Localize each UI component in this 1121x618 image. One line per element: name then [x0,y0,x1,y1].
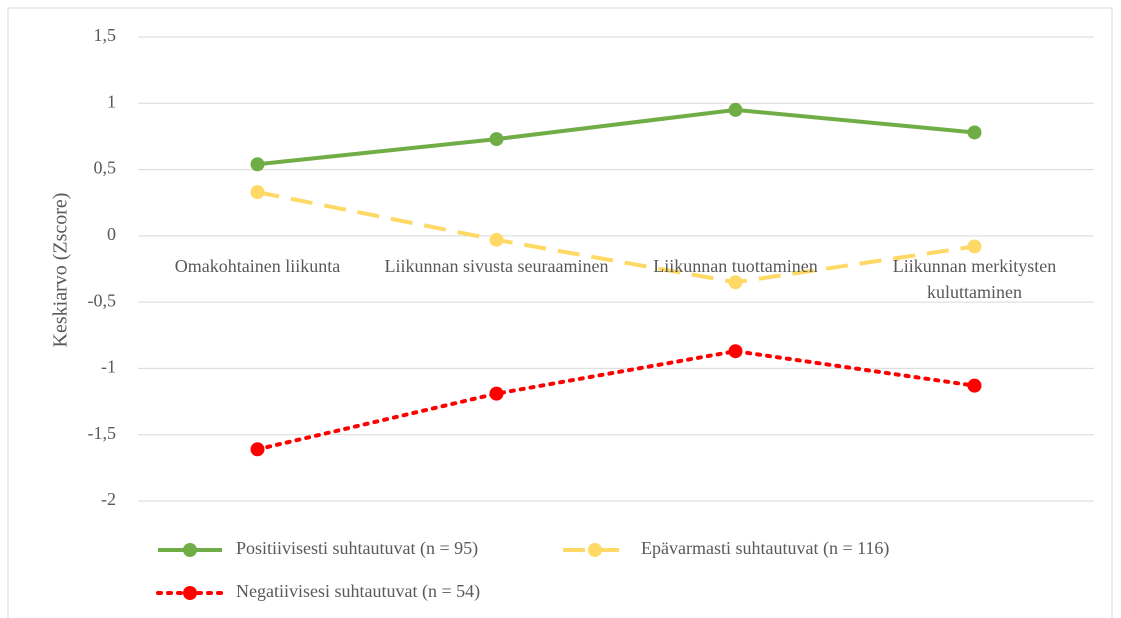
data-point [728,275,743,290]
y-tick-label: -1,5 [88,423,117,443]
data-point [489,386,504,401]
legend-marker [183,586,197,600]
y-tick-label: 0 [107,224,116,244]
y-tick-label: -0,5 [88,290,117,310]
data-point [967,125,982,140]
data-point [967,378,982,393]
data-point [728,344,743,359]
series-line [257,190,975,285]
chart-border [7,7,1113,618]
data-point [489,232,504,247]
legend-label: Epävarmasti suhtautuvat (n = 116) [641,538,889,559]
y-tick-label: -2 [101,489,116,509]
x-tick-label: Liikunnan sivusta seuraaminen [384,256,609,276]
y-tick-label: 1 [107,91,116,111]
data-point [967,239,982,254]
legend-marker [183,543,197,557]
data-point [728,102,743,117]
data-point [250,157,265,172]
y-tick-label: 1,5 [94,25,117,45]
legend-label: Positiivisesti suhtautuvat (n = 95) [236,538,478,559]
y-tick-label: 0,5 [94,158,117,178]
y-tick-label: -1 [101,357,116,377]
x-tick-label: Liikunnan merkitysten kuluttaminen [892,256,1057,302]
series-line [255,349,977,452]
y-axis-label: Keskiarvo (Zscore) [50,193,72,348]
x-tick-label: Omakohtainen liikunta [174,256,341,276]
data-point [250,442,265,457]
legend-label: Negatiivisesi suhtautuvat (n = 54) [236,581,480,602]
data-point [489,132,504,147]
series-line [257,107,975,167]
legend-marker [588,543,602,557]
x-tick-label: Liikunnan tuottaminen [653,256,818,276]
data-point [250,185,265,200]
